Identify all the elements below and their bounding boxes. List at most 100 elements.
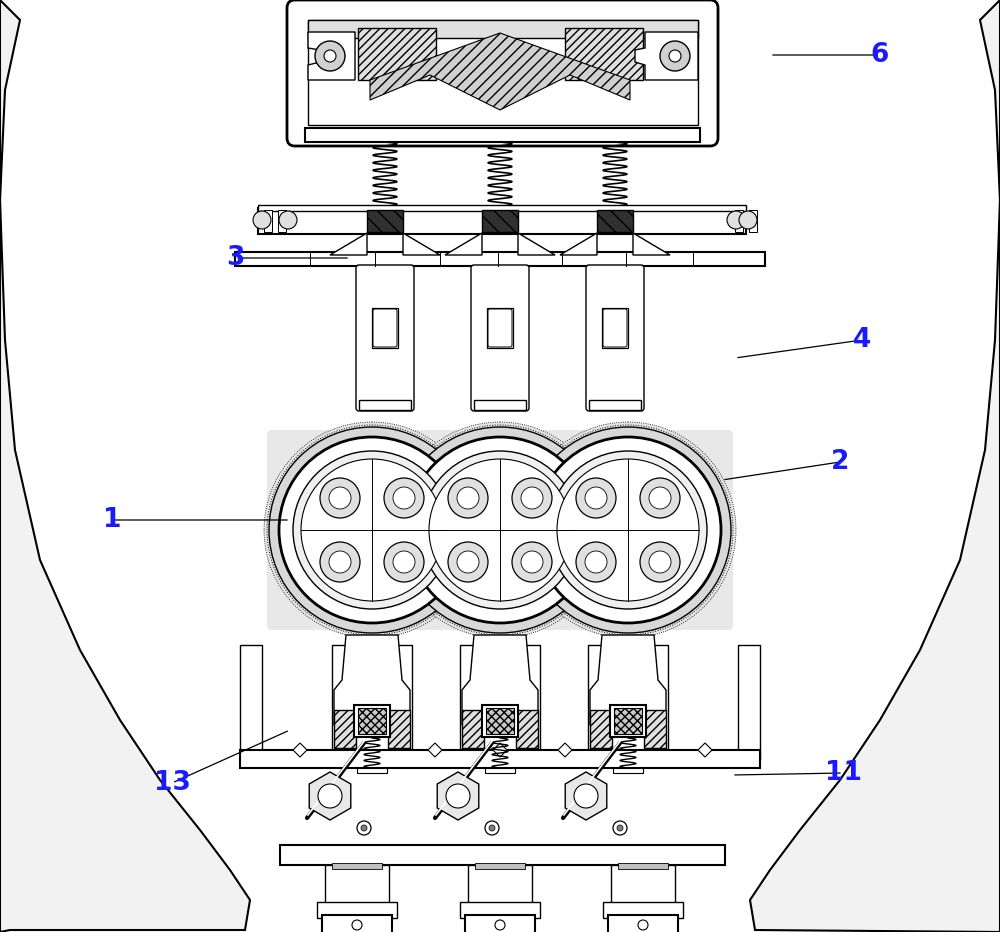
Polygon shape [462,635,538,725]
Circle shape [393,487,415,509]
Text: 2: 2 [831,449,849,475]
Bar [334,710,356,748]
FancyBboxPatch shape [356,265,414,411]
Bar [597,210,633,232]
Bar [465,915,535,932]
Circle shape [357,821,371,835]
Bar [280,845,725,865]
Polygon shape [698,743,712,757]
Text: 1: 1 [103,507,121,533]
Bar [357,768,387,773]
Bar [486,708,514,734]
Bar [322,915,392,932]
Bar [613,768,643,773]
Bar [264,210,272,232]
Circle shape [384,478,424,518]
Bar [602,308,628,348]
Circle shape [576,542,616,582]
Circle shape [521,487,543,509]
Circle shape [384,542,424,582]
Bar [735,210,743,232]
Circle shape [269,427,475,633]
Bar [487,308,513,348]
Circle shape [293,451,451,609]
Circle shape [640,542,680,582]
Bar [516,710,538,748]
Circle shape [429,459,571,601]
Circle shape [649,551,671,573]
Circle shape [279,437,465,623]
Circle shape [549,451,707,609]
Polygon shape [334,635,410,725]
Polygon shape [750,0,1000,932]
Bar [278,210,286,232]
Bar [325,865,389,905]
Bar [308,20,698,125]
Polygon shape [518,233,555,255]
Circle shape [352,920,362,930]
Bar [485,768,515,773]
Circle shape [407,437,593,623]
Circle shape [448,478,488,518]
Bar [460,645,540,763]
FancyBboxPatch shape [373,309,397,347]
Polygon shape [428,743,442,757]
Circle shape [397,427,603,633]
Bar [332,645,412,763]
Polygon shape [635,32,698,80]
Bar [565,28,643,80]
Circle shape [324,50,336,62]
Circle shape [739,211,757,229]
Bar [358,708,386,734]
Circle shape [669,50,681,62]
Polygon shape [565,772,607,820]
FancyBboxPatch shape [267,430,733,630]
Bar [482,210,518,232]
Circle shape [512,542,552,582]
Circle shape [574,784,598,808]
Circle shape [315,41,345,71]
Circle shape [649,487,671,509]
Circle shape [318,784,342,808]
Circle shape [421,451,579,609]
Circle shape [457,487,479,509]
Circle shape [448,542,488,582]
Circle shape [585,487,607,509]
Polygon shape [560,233,597,255]
FancyBboxPatch shape [471,265,529,411]
Polygon shape [437,772,479,820]
Text: 4: 4 [853,327,871,353]
Circle shape [329,487,351,509]
Circle shape [253,211,271,229]
Bar [603,902,683,918]
Text: 3: 3 [226,245,244,271]
Bar [468,865,532,905]
Circle shape [361,825,367,831]
Bar [482,705,518,737]
FancyBboxPatch shape [488,309,512,347]
Bar [608,915,678,932]
Bar [317,902,397,918]
Circle shape [585,551,607,573]
Bar [610,705,646,737]
Bar [308,20,698,38]
Circle shape [660,41,690,71]
Polygon shape [0,0,250,932]
Bar [460,902,540,918]
Bar [588,645,668,763]
Bar [258,205,746,211]
Circle shape [576,478,616,518]
Circle shape [535,437,721,623]
Circle shape [301,459,443,601]
Bar [589,400,641,410]
Polygon shape [493,743,507,757]
Circle shape [495,920,505,930]
Polygon shape [633,233,670,255]
Circle shape [521,551,543,573]
Bar [235,252,765,266]
Text: 6: 6 [871,42,889,68]
Bar [359,400,411,410]
Circle shape [457,551,479,573]
Bar [372,308,398,348]
Bar [332,863,382,869]
